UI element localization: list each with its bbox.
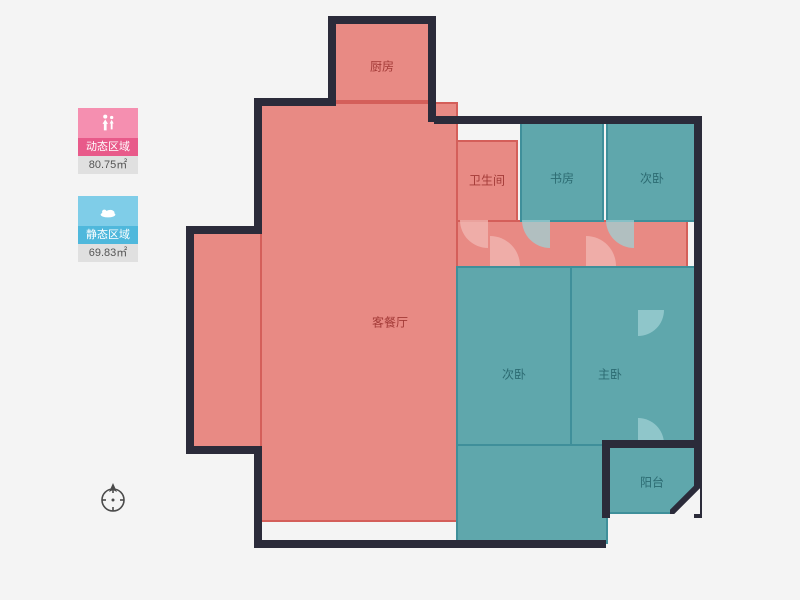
balcony-corner <box>670 484 700 514</box>
room-living-ext <box>190 230 262 450</box>
wall <box>186 446 260 454</box>
wall <box>328 16 336 106</box>
wall <box>186 226 194 454</box>
wall <box>254 446 262 546</box>
legend-static-value: 69.83㎡ <box>78 244 138 262</box>
legend-static-label: 静态区域 <box>78 226 138 244</box>
legend-dynamic-value: 80.75㎡ <box>78 156 138 174</box>
people-icon <box>78 108 138 138</box>
room-living <box>258 102 458 522</box>
wall <box>434 116 702 124</box>
wall <box>602 440 702 448</box>
room-label-study: 书房 <box>550 170 574 187</box>
wall <box>254 540 606 548</box>
room-label-master: 主卧 <box>598 366 622 383</box>
wall <box>694 116 702 518</box>
legend-dynamic-label: 动态区域 <box>78 138 138 156</box>
room-label-bath1: 卫生间 <box>469 172 505 189</box>
wall <box>428 16 436 122</box>
door-arc <box>556 236 616 296</box>
legend-static: 静态区域 69.83㎡ <box>78 196 138 262</box>
door-arc <box>612 284 664 336</box>
room-label-kitchen: 厨房 <box>370 58 394 75</box>
door-arc <box>460 236 520 296</box>
room-label-bed2b: 次卧 <box>502 366 526 383</box>
wall <box>328 16 436 24</box>
sleep-icon <box>78 196 138 226</box>
legend: 动态区域 80.75㎡ 静态区域 69.83㎡ <box>78 108 138 284</box>
room-label-balcony: 阳台 <box>640 474 664 491</box>
wall <box>186 226 260 234</box>
floor-plan: 厨房客餐厅卫生间书房次卧卫生间次卧主卧阳台 <box>190 20 710 580</box>
wall <box>602 440 610 518</box>
room-bed2b-under <box>456 444 608 544</box>
compass-icon <box>98 480 128 519</box>
legend-dynamic: 动态区域 80.75㎡ <box>78 108 138 174</box>
room-label-living: 客餐厅 <box>372 314 408 331</box>
wall <box>254 98 262 234</box>
room-label-bed2a: 次卧 <box>640 170 664 187</box>
wall <box>254 98 334 106</box>
